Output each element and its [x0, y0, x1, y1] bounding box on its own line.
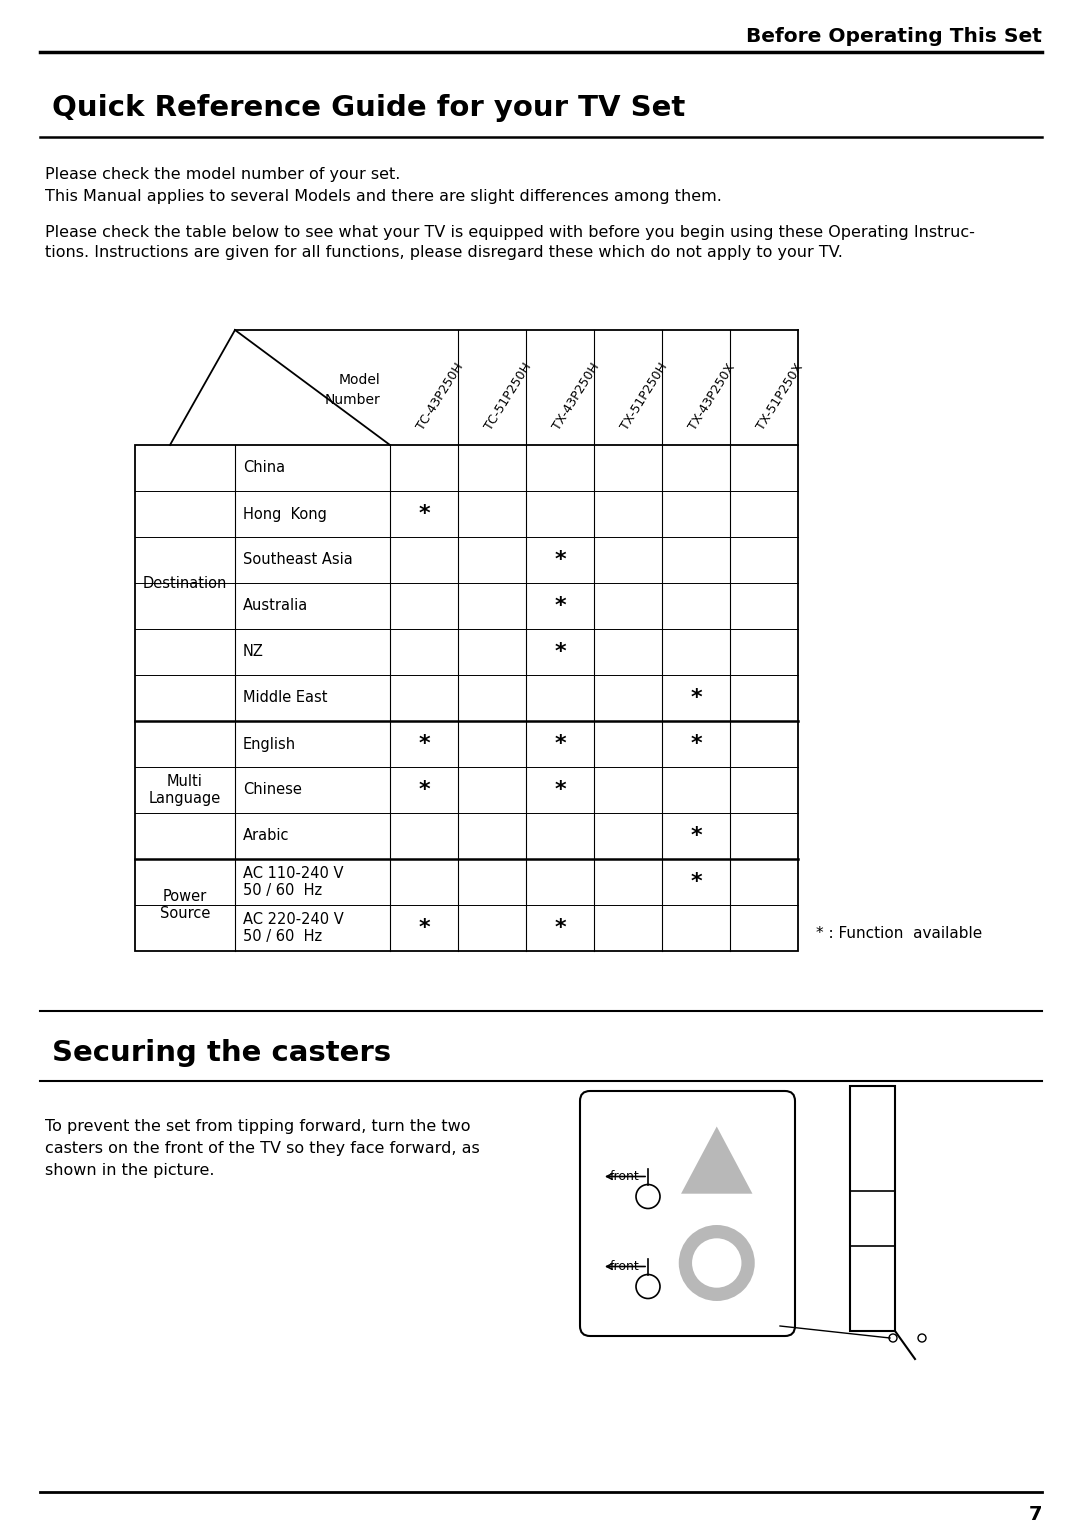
Text: This Manual applies to several Models and there are slight differences among the: This Manual applies to several Models an… — [45, 188, 721, 203]
Text: TX-51P250X: TX-51P250X — [755, 362, 807, 432]
Circle shape — [636, 1184, 660, 1209]
Text: NZ: NZ — [243, 645, 264, 660]
Text: *: * — [690, 872, 702, 892]
Text: *: * — [418, 504, 430, 524]
Text: *: * — [418, 733, 430, 753]
Text: *: * — [690, 688, 702, 707]
Text: tions. Instructions are given for all functions, please disregard these which do: tions. Instructions are given for all fu… — [45, 246, 842, 260]
Text: Model: Model — [338, 373, 380, 387]
Text: *: * — [554, 596, 566, 616]
Text: Please check the table below to see what your TV is equipped with before you beg: Please check the table below to see what… — [45, 225, 975, 240]
Text: Please check the model number of your set.: Please check the model number of your se… — [45, 168, 401, 182]
Text: 7: 7 — [1028, 1505, 1042, 1523]
Text: front: front — [610, 1170, 639, 1183]
Text: Multi
Language: Multi Language — [149, 773, 221, 807]
Text: Australia: Australia — [243, 599, 308, 614]
Bar — [850, 1086, 895, 1331]
Circle shape — [918, 1334, 926, 1342]
Text: * : Function  available: * : Function available — [816, 926, 982, 941]
Text: *: * — [690, 827, 702, 847]
Text: Middle East: Middle East — [243, 691, 327, 706]
Text: Number: Number — [324, 393, 380, 406]
Text: TX-43P250X: TX-43P250X — [687, 362, 739, 432]
Bar — [850, 1190, 895, 1245]
Polygon shape — [681, 1126, 753, 1193]
Text: AC 220-240 V
50 / 60  Hz: AC 220-240 V 50 / 60 Hz — [243, 912, 343, 944]
Text: front: front — [610, 1261, 639, 1273]
Text: Power
Source: Power Source — [160, 889, 211, 921]
Text: Chinese: Chinese — [243, 782, 302, 798]
Text: TX-43P250H: TX-43P250H — [551, 361, 603, 432]
Text: Hong  Kong: Hong Kong — [243, 506, 327, 521]
Text: AC 110-240 V
50 / 60  Hz: AC 110-240 V 50 / 60 Hz — [243, 866, 343, 898]
Text: *: * — [690, 733, 702, 753]
Text: To prevent the set from tipping forward, turn the two: To prevent the set from tipping forward,… — [45, 1118, 471, 1134]
Circle shape — [692, 1238, 742, 1288]
Text: English: English — [243, 736, 296, 752]
Text: casters on the front of the TV so they face forward, as: casters on the front of the TV so they f… — [45, 1140, 480, 1155]
Text: shown in the picture.: shown in the picture. — [45, 1163, 215, 1178]
Text: Arabic: Arabic — [243, 828, 289, 843]
Text: *: * — [554, 918, 566, 938]
Text: *: * — [554, 779, 566, 801]
Circle shape — [678, 1225, 755, 1300]
Text: Destination: Destination — [143, 576, 227, 590]
Circle shape — [636, 1274, 660, 1299]
Text: Southeast Asia: Southeast Asia — [243, 553, 353, 567]
Bar — [135, 445, 798, 950]
Text: Before Operating This Set: Before Operating This Set — [746, 26, 1042, 46]
Text: TX-51P250H: TX-51P250H — [619, 361, 671, 432]
Text: *: * — [554, 642, 566, 662]
Circle shape — [889, 1334, 897, 1342]
Text: China: China — [243, 460, 285, 475]
Text: *: * — [554, 733, 566, 753]
Text: *: * — [418, 779, 430, 801]
Text: TC-43P250H: TC-43P250H — [415, 361, 467, 432]
Text: Securing the casters: Securing the casters — [52, 1039, 391, 1067]
Text: *: * — [418, 918, 430, 938]
Text: TC-51P250H: TC-51P250H — [483, 361, 535, 432]
Text: *: * — [554, 550, 566, 570]
Text: Quick Reference Guide for your TV Set: Quick Reference Guide for your TV Set — [52, 95, 685, 122]
